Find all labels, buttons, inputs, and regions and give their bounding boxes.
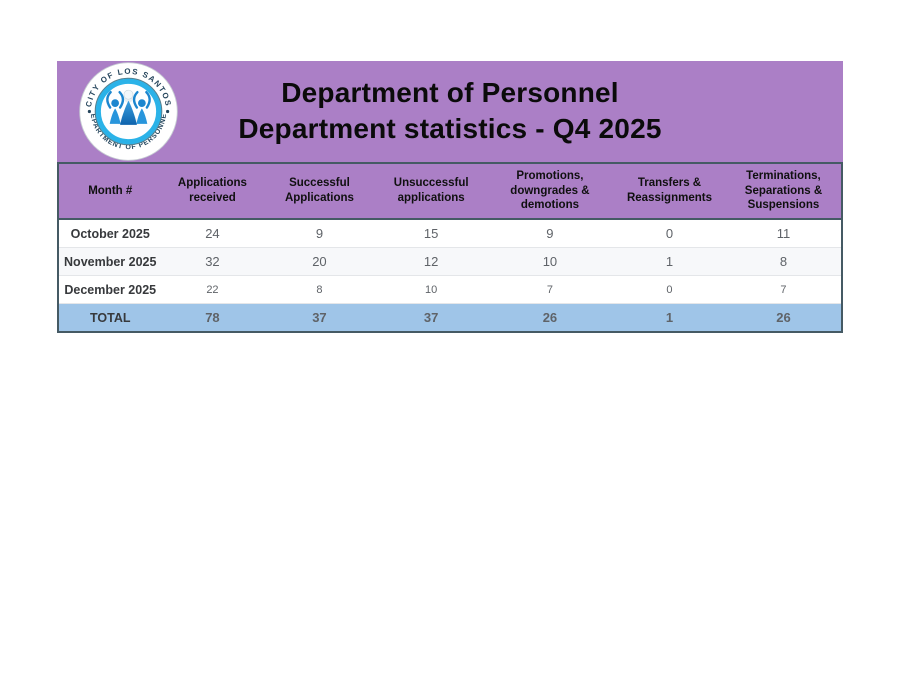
value-cell: 12 [375, 247, 487, 276]
month-cell: November 2025 [58, 247, 162, 276]
banner: CITY OF LOS SANTOS DEPARTMENT OF PERSONN… [57, 61, 843, 162]
page-title: Department of Personnel [281, 77, 619, 108]
column-header-successful-applications: Successful Applications [263, 163, 376, 220]
value-cell: 1 [613, 247, 726, 276]
value-cell: 15 [375, 218, 487, 248]
column-header-month: Month # [58, 163, 162, 220]
column-header-terminations: Terminations, Separations & Suspensions [725, 163, 842, 220]
value-cell: 0 [613, 275, 726, 304]
value-cell: 10 [375, 275, 487, 304]
value-cell: 32 [161, 247, 264, 276]
month-cell: October 2025 [58, 218, 162, 248]
report-sheet: CITY OF LOS SANTOS DEPARTMENT OF PERSONN… [57, 61, 843, 333]
value-cell: 20 [263, 247, 376, 276]
column-header-transfers: Transfers & Reassignments [613, 163, 726, 220]
total-value-cell: 37 [375, 303, 487, 332]
value-cell: 7 [486, 275, 614, 304]
table-total-row: TOTAL 78 37 37 26 1 26 [58, 303, 842, 332]
column-header-promotions: Promotions, downgrades & demotions [486, 163, 614, 220]
page-subtitle: Department statistics - Q4 2025 [238, 113, 662, 144]
statistics-table: Month # Applications received Successful… [57, 162, 843, 333]
value-cell: 0 [613, 218, 726, 248]
value-cell: 7 [725, 275, 842, 304]
value-cell: 8 [725, 247, 842, 276]
total-label-cell: TOTAL [58, 303, 162, 332]
value-cell: 22 [161, 275, 264, 304]
value-cell: 10 [486, 247, 614, 276]
table-row-december: December 2025 22 8 10 7 0 7 [58, 275, 842, 304]
value-cell: 8 [263, 275, 376, 304]
table-row-october: October 2025 24 9 15 9 0 11 [58, 218, 842, 248]
total-value-cell: 26 [725, 303, 842, 332]
table-header-row: Month # Applications received Successful… [58, 163, 842, 220]
total-value-cell: 1 [613, 303, 726, 332]
value-cell: 24 [161, 218, 264, 248]
total-value-cell: 78 [161, 303, 264, 332]
value-cell: 9 [486, 218, 614, 248]
total-value-cell: 37 [263, 303, 376, 332]
value-cell: 9 [263, 218, 376, 248]
column-header-unsuccessful-applications: Unsuccessful applications [375, 163, 487, 220]
banner-titles: Department of Personnel Department stati… [57, 61, 843, 147]
value-cell: 11 [725, 218, 842, 248]
column-header-applications-received: Applications received [161, 163, 264, 220]
seal-people-emblem [106, 89, 151, 125]
total-value-cell: 26 [486, 303, 614, 332]
city-of-los-santos-seal-icon: CITY OF LOS SANTOS DEPARTMENT OF PERSONN… [79, 62, 178, 161]
table-row-november: November 2025 32 20 12 10 1 8 [58, 247, 842, 276]
month-cell: December 2025 [58, 275, 162, 304]
